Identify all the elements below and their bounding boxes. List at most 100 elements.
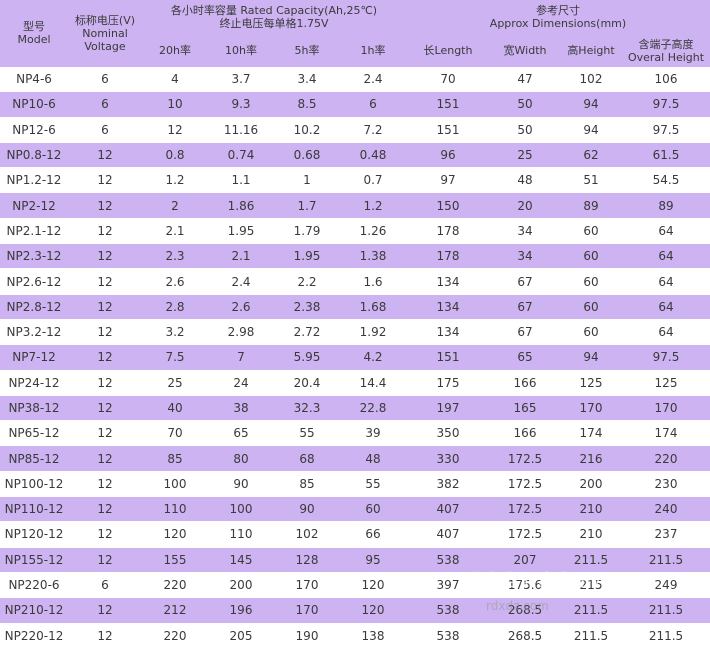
height-cell: 170 <box>560 395 622 421</box>
length-cell: 397 <box>406 572 490 598</box>
table-row: NP100-12 12 100 90 85 55 382 172.5 200 230 <box>0 471 710 497</box>
rate-1h-cell: 66 <box>340 521 406 548</box>
length-cell: 70 <box>406 67 490 92</box>
overall-height-cell: 61.5 <box>622 142 710 168</box>
table-row: NP1.2-12 12 1.2 1.1 1 0.7 97 48 51 54.5 <box>0 167 710 193</box>
length-cell: 97 <box>406 167 490 193</box>
width-cell: 34 <box>490 243 560 269</box>
rate-1h-cell: 6 <box>340 91 406 118</box>
model-cell: NP0.8-12 <box>0 142 68 168</box>
model-cell: NP120-12 <box>0 521 68 548</box>
table-row: NP120-12 12 120 110 102 66 407 172.5 210 237 <box>0 521 710 548</box>
model-cell: NP1.2-12 <box>0 167 68 193</box>
overall-height-cell: 211.5 <box>622 547 710 573</box>
spec-table: NP4-6 6 4 3.7 3.4 2.4 70 47 102 106 NP10-6 6 10 9.3 8.… <box>0 67 710 649</box>
rate-20h-cell: 12 <box>142 117 208 143</box>
overall-height-cell: 240 <box>622 496 710 522</box>
rate-10h-cell: 24 <box>208 370 274 396</box>
rate-20h-cell: 212 <box>142 597 208 624</box>
rate-1h-cell: 1.26 <box>340 218 406 244</box>
rate-10h-cell: 2.1 <box>208 243 274 269</box>
rate-10h-cell: 11.16 <box>208 117 274 143</box>
rate-5h-cell: 2.72 <box>274 319 340 345</box>
height-cell: 89 <box>560 192 622 219</box>
width-cell: 268.5 <box>490 623 560 649</box>
overall-height-cell: 125 <box>622 370 710 396</box>
overall-height-cell: 230 <box>622 471 710 497</box>
voltage-cell: 12 <box>68 167 142 193</box>
voltage-cell: 12 <box>68 420 142 446</box>
rate-1h-cell: 7.2 <box>340 117 406 143</box>
rate-5h-cell: 55 <box>274 420 340 446</box>
rate-20h-cell: 7.5 <box>142 344 208 371</box>
height-cell: 60 <box>560 268 622 295</box>
length-cell: 175 <box>406 370 490 396</box>
height-cell: 60 <box>560 218 622 244</box>
length-cell: 134 <box>406 319 490 345</box>
model-header-cn: 型号 <box>23 20 45 33</box>
height-cell: 215 <box>560 572 622 598</box>
rate-20h-cell: 4 <box>142 67 208 92</box>
height-header: 高Height <box>567 44 615 57</box>
length-cell: 538 <box>406 597 490 624</box>
rate-10h-cell: 2.4 <box>208 268 274 295</box>
overall-height-en: Overal Height <box>627 51 705 64</box>
model-cell: NP2.3-12 <box>0 243 68 269</box>
rate-5h-cell: 20.4 <box>274 370 340 396</box>
table-row: NP220-12 12 220 205 190 138 538 268.5 211.5 211.5 <box>0 623 710 649</box>
voltage-cell: 12 <box>68 445 142 472</box>
rate-5h-cell: 102 <box>274 521 340 548</box>
rate-10h-cell: 1.86 <box>208 192 274 219</box>
rate-20h-cell: 70 <box>142 420 208 446</box>
overall-height-cell: 64 <box>622 319 710 345</box>
model-cell: NP2.1-12 <box>0 218 68 244</box>
height-cell: 94 <box>560 117 622 143</box>
rate-5h-cell: 90 <box>274 496 340 522</box>
rate-10h-cell: 9.3 <box>208 91 274 118</box>
rate-1h-cell: 1.6 <box>340 268 406 295</box>
length-header: 长Length <box>423 44 473 57</box>
rate-20h-cell: 2.8 <box>142 294 208 320</box>
rate-5h-cell: 8.5 <box>274 91 340 118</box>
rate-1h-cell: 1.38 <box>340 243 406 269</box>
voltage-header-en-1: Nominal <box>82 27 128 40</box>
rate-1h-cell: 60 <box>340 496 406 522</box>
table-row: NP12-6 6 12 11.16 10.2 7.2 151 50 94 97.5 <box>0 117 710 143</box>
voltage-cell: 12 <box>68 547 142 573</box>
overall-height-cell: 106 <box>622 67 710 92</box>
height-cell: 60 <box>560 319 622 345</box>
model-cell: NP220-12 <box>0 623 68 649</box>
voltage-cell: 12 <box>68 243 142 269</box>
capacity-header: 各小时率容量 Rated Capacity(Ah,25℃) 终止电压每单格1.7… <box>142 4 406 30</box>
height-cell: 216 <box>560 445 622 472</box>
table-row: NP0.8-12 12 0.8 0.74 0.68 0.48 96 25 62 61.5 <box>0 142 710 168</box>
width-cell: 50 <box>490 91 560 118</box>
height-cell: 211.5 <box>560 547 622 573</box>
height-cell: 94 <box>560 344 622 371</box>
model-cell: NP10-6 <box>0 91 68 118</box>
model-cell: NP220-6 <box>0 572 68 598</box>
overall-height-cell: 211.5 <box>622 597 710 624</box>
height-cell: 60 <box>560 243 622 269</box>
table-row: NP2.8-12 12 2.8 2.6 2.38 1.68 134 67 60 64 <box>0 294 710 320</box>
length-cell: 407 <box>406 496 490 522</box>
height-cell: 60 <box>560 294 622 320</box>
width-cell: 67 <box>490 268 560 295</box>
length-cell: 350 <box>406 420 490 446</box>
table-row: NP2.1-12 12 2.1 1.95 1.79 1.26 178 34 60 64 <box>0 218 710 244</box>
rate-1h-cell: 0.48 <box>340 142 406 168</box>
overall-height-header: 含端子高度 Overal Height <box>622 38 710 64</box>
overall-height-cell: 64 <box>622 294 710 320</box>
model-header-en: Model <box>17 33 51 46</box>
dimensions-title-cn: 参考尺寸 <box>536 4 580 17</box>
model-cell: NP210-12 <box>0 597 68 624</box>
length-cell: 151 <box>406 117 490 143</box>
model-cell: NP155-12 <box>0 547 68 573</box>
rate-5h-cell: 170 <box>274 572 340 598</box>
model-cell: NP24-12 <box>0 370 68 396</box>
overall-height-cell: 64 <box>622 218 710 244</box>
rate-5h-cell: 5.95 <box>274 344 340 371</box>
overall-height-cell: 97.5 <box>622 344 710 371</box>
model-cell: NP110-12 <box>0 496 68 522</box>
table-row: NP65-12 12 70 65 55 39 350 166 174 174 <box>0 420 710 446</box>
